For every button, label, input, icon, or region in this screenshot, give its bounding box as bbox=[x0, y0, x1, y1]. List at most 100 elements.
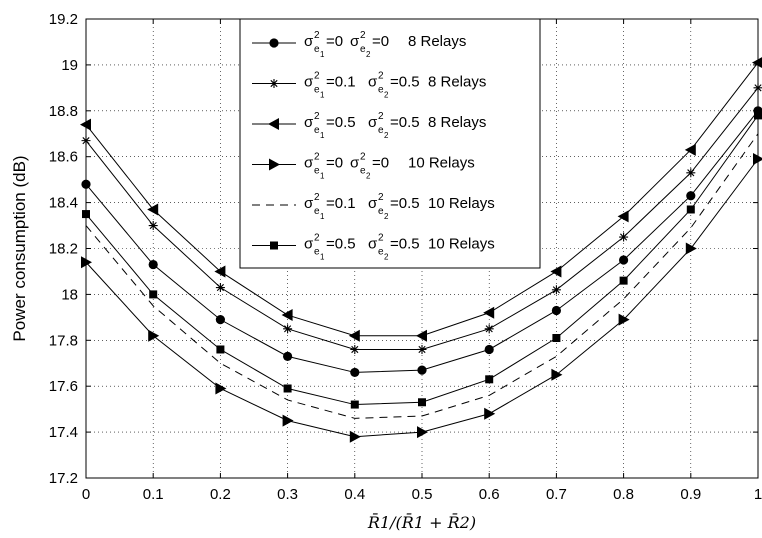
legend-sigma: σ bbox=[304, 195, 314, 212]
data-point-s3 bbox=[684, 143, 696, 156]
legend-sigma: σ bbox=[304, 33, 314, 50]
y-tick-label: 19.2 bbox=[49, 11, 78, 28]
legend-marker bbox=[269, 79, 279, 88]
legend-sigma: σ bbox=[304, 155, 314, 172]
x-tick-label: 0.4 bbox=[344, 486, 365, 503]
y-tick-label: 18.4 bbox=[49, 195, 78, 212]
series-s5 bbox=[85, 133, 759, 419]
y-tick-label: 18.6 bbox=[49, 149, 78, 166]
data-point-s3 bbox=[147, 203, 159, 216]
legend-sub: e bbox=[378, 206, 384, 217]
legend-entry-s3: σ 2e 1=0.5 σ 2e 2=0.5 8 Relays bbox=[252, 111, 486, 140]
x-tick-label: 1 bbox=[754, 486, 762, 503]
x-tick-label: 0.9 bbox=[680, 486, 701, 503]
legend-sigma: σ bbox=[350, 155, 360, 172]
data-point-s6 bbox=[216, 345, 225, 354]
y-tick-label: 18.8 bbox=[49, 103, 78, 120]
legend-sigma: σ bbox=[368, 74, 378, 91]
legend-marker bbox=[269, 158, 280, 171]
data-point-s1 bbox=[283, 351, 293, 361]
legend-entry-s2: σ 2e 1=0.1 σ 2e 2=0.5 8 Relays bbox=[252, 71, 486, 100]
legend-sigma: σ bbox=[368, 114, 378, 131]
x-tick-label: 0.5 bbox=[412, 486, 433, 503]
data-point-s3 bbox=[214, 265, 226, 278]
data-point-s3 bbox=[752, 57, 762, 69]
legend-value-a: =0.1 bbox=[326, 195, 356, 212]
legend-value-a: =0.5 bbox=[326, 114, 356, 131]
legend-sub: e bbox=[314, 44, 320, 55]
x-tick-label: 0.7 bbox=[546, 486, 567, 503]
x-tick-label: 0.1 bbox=[143, 486, 164, 503]
y-axis-label: Power consumption (dB) bbox=[10, 155, 29, 341]
x-axis-label-text: R̄1/(R̄1 + R̄2) bbox=[367, 511, 476, 532]
y-tick-label: 17.2 bbox=[49, 470, 78, 487]
legend-subsub: 1 bbox=[320, 172, 325, 181]
data-point-s4 bbox=[551, 368, 563, 381]
legend-sup: 2 bbox=[314, 192, 320, 203]
legend-subsub: 2 bbox=[366, 172, 371, 181]
legend-value-b: =0 bbox=[372, 33, 389, 50]
data-point-s3 bbox=[483, 306, 495, 319]
legend-relays: 10 Relays bbox=[428, 236, 495, 253]
legend-subsub: 2 bbox=[384, 253, 389, 262]
data-point-s3 bbox=[617, 210, 629, 223]
legend-sub: e bbox=[360, 166, 366, 177]
y-tick-label: 17.8 bbox=[49, 332, 78, 349]
data-point-s6 bbox=[149, 290, 158, 299]
legend-sub: e bbox=[314, 125, 320, 136]
legend-subsub: 1 bbox=[320, 50, 325, 59]
legend-sup: 2 bbox=[314, 152, 320, 163]
x-tick-label: 0.8 bbox=[613, 486, 634, 503]
legend-relays: 8 Relays bbox=[428, 74, 486, 91]
legend-sup: 2 bbox=[378, 111, 384, 122]
legend-sigma: σ bbox=[304, 74, 314, 91]
legend-value-b: =0.5 bbox=[390, 114, 420, 131]
legend-sigma: σ bbox=[304, 236, 314, 253]
data-point-s4 bbox=[282, 414, 294, 427]
legend-sup: 2 bbox=[378, 233, 384, 244]
legend-sub: e bbox=[314, 247, 320, 258]
legend-box bbox=[239, 18, 541, 269]
data-point-s2 bbox=[484, 324, 494, 334]
legend-sup: 2 bbox=[314, 233, 320, 244]
data-point-s1 bbox=[551, 305, 562, 316]
data-point-s6 bbox=[485, 375, 494, 384]
y-tick-label: 18.2 bbox=[49, 241, 78, 258]
data-point-s6 bbox=[686, 205, 695, 214]
data-point-s1 bbox=[619, 255, 629, 265]
legend-relays: 8 Relays bbox=[408, 33, 466, 50]
legend-subsub: 1 bbox=[320, 212, 325, 221]
legend-sup: 2 bbox=[314, 111, 320, 122]
data-point-s3 bbox=[550, 265, 562, 278]
legend-sigma: σ bbox=[350, 33, 360, 50]
series-s1 bbox=[81, 106, 762, 378]
legend-sigma: σ bbox=[368, 236, 378, 253]
x-axis-label: R̄1/(R̄1 + R̄2) bbox=[367, 511, 476, 532]
data-point-s4 bbox=[215, 382, 227, 395]
data-point-s1 bbox=[215, 315, 225, 325]
y-tick-label: 18 bbox=[61, 286, 78, 303]
data-point-s3 bbox=[348, 329, 360, 342]
legend-value-b: =0 bbox=[372, 155, 389, 172]
data-point-s6 bbox=[619, 276, 628, 285]
data-point-s2 bbox=[619, 232, 629, 242]
data-point-s1 bbox=[686, 191, 696, 201]
data-point-s3 bbox=[281, 309, 293, 322]
legend-sup: 2 bbox=[378, 192, 384, 203]
legend-relays: 8 Relays bbox=[428, 114, 486, 131]
data-point-s2 bbox=[148, 221, 158, 231]
legend-marker bbox=[270, 241, 278, 250]
legend-subsub: 1 bbox=[320, 131, 325, 140]
data-point-s6 bbox=[552, 334, 561, 343]
legend-subsub: 2 bbox=[384, 131, 389, 140]
legend-value-a: =0 bbox=[326, 155, 343, 172]
data-point-s2 bbox=[350, 344, 360, 354]
data-point-s1 bbox=[350, 367, 360, 378]
legend-subsub: 1 bbox=[320, 91, 325, 100]
data-point-s2 bbox=[215, 283, 225, 293]
legend-value-b: =0.5 bbox=[390, 195, 420, 212]
y-tick-label: 19 bbox=[61, 57, 78, 74]
data-point-s2 bbox=[283, 324, 293, 334]
